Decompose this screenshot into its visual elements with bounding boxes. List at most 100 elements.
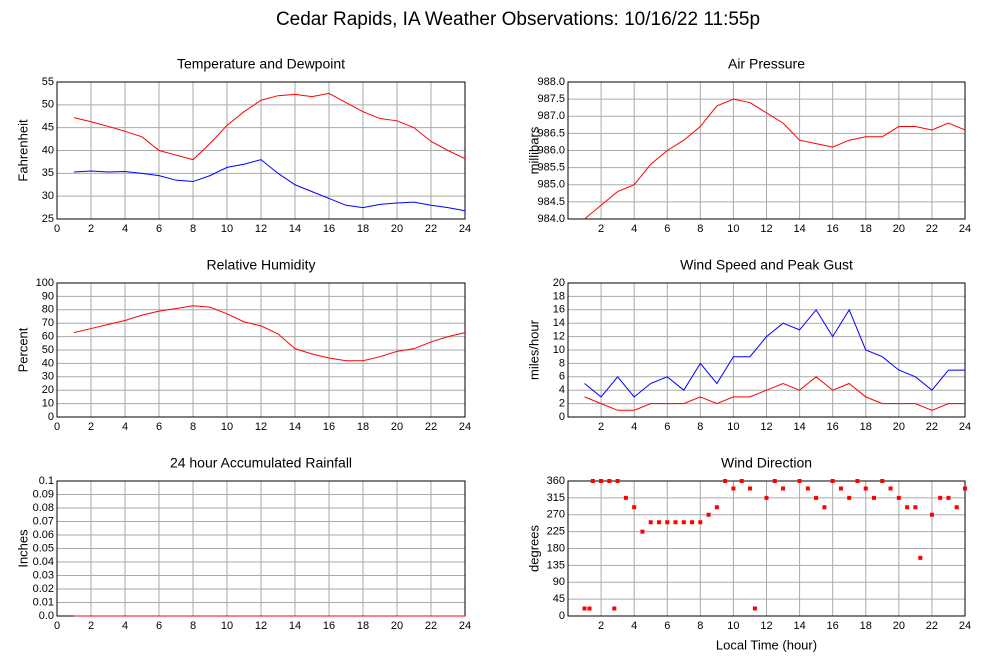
point [615,479,620,483]
y-tick-label: 985.0 [537,179,565,191]
point [847,495,852,500]
y-tick-label: 100 [36,277,54,289]
x-tick-label: 18 [860,223,872,235]
x-tick-label: 14 [289,620,301,632]
y-tick-label: 0.04 [33,556,54,568]
x-tick-label: 8 [697,620,703,632]
x-tick-label: 16 [323,421,335,433]
y-tick-label: 90 [553,576,565,588]
y-axis-label: Inches [15,529,30,568]
point [731,486,736,491]
y-tick-label: 10 [553,344,565,356]
y-tick-label: 35 [42,167,54,179]
x-tick-label: 8 [697,223,703,235]
x-tick-label: 14 [793,620,805,632]
x-tick-label: 12 [760,620,772,632]
y-tick-label: 20 [553,277,565,289]
y-tick-label: 180 [547,542,565,554]
y-tick-label: 30 [42,371,54,383]
point [938,495,943,500]
line [73,92,466,161]
x-tick-label: 10 [221,223,233,235]
point [863,486,868,491]
x-tick-label: 6 [664,223,670,235]
point [723,479,728,483]
y-tick-label: 0.01 [33,596,54,608]
line [584,98,966,220]
x-tick-label: 12 [255,421,267,433]
y-tick-label: 984.5 [537,196,565,208]
point [640,529,645,534]
y-axis-label: Percent [15,327,30,372]
y-tick-label: 0.06 [33,529,54,541]
x-tick-label: 22 [425,223,437,235]
point [673,520,678,525]
x-tick-label: 22 [425,421,437,433]
x-tick-label: 4 [122,421,128,433]
y-tick-label: 40 [42,144,54,156]
x-tick-label: 14 [793,223,805,235]
x-tick-label: 2 [598,421,604,433]
x-tick-label: 16 [827,421,839,433]
x-tick-label: 4 [122,620,128,632]
plot-frame [567,480,966,617]
point [714,505,719,510]
y-tick-label: 90 [42,290,54,302]
chart-title: Relative Humidity [207,257,316,273]
x-tick-label: 6 [156,421,162,433]
chart-title: Wind Direction [721,455,812,471]
point [838,486,843,491]
point [822,505,827,510]
y-tick-label: 0.0 [39,610,54,622]
plot-frame [567,282,966,418]
x-tick-label: 2 [88,620,94,632]
y-tick-label: 0.05 [33,542,54,554]
x-tick-label: 4 [631,620,637,632]
x-tick-label: 20 [893,223,905,235]
x-tick-label: 24 [959,421,971,433]
chart-title: Air Pressure [728,56,805,72]
point [954,505,959,510]
y-tick-label: 0.09 [33,488,54,500]
y-tick-label: 50 [42,344,54,356]
x-tick-label: 24 [959,620,971,632]
point [781,486,786,491]
point [888,486,893,491]
x-tick-label: 4 [631,421,637,433]
x-tick-label: 2 [598,620,604,632]
point [582,606,587,611]
point [665,520,670,525]
x-tick-label: 8 [190,620,196,632]
y-tick-label: 987.5 [537,93,565,105]
line [584,308,965,398]
y-tick-label: 4 [559,384,565,396]
x-tick-label: 10 [727,421,739,433]
x-tick-label: 12 [760,223,772,235]
x-tick-label: 4 [631,223,637,235]
x-tick-label: 0 [54,223,60,235]
x-tick-label: 16 [323,620,335,632]
point [648,520,653,525]
x-tick-label: 24 [459,620,471,632]
point [681,520,686,525]
y-tick-label: 6 [559,371,565,383]
y-axis-label: millibars [526,126,541,174]
y-tick-label: 0 [559,411,565,423]
y-axis-label: degrees [526,525,541,572]
y-tick-label: 0 [48,411,54,423]
x-tick-label: 0 [54,421,60,433]
plot-frame [567,81,966,220]
point [752,606,757,611]
x-tick-label: 12 [255,620,267,632]
y-tick-label: 70 [42,317,54,329]
x-tick-label: 24 [459,223,471,235]
line [73,305,466,362]
y-tick-label: 45 [553,593,565,605]
y-tick-label: 984.0 [537,213,565,225]
y-tick-label: 0.07 [33,515,54,527]
y-tick-label: 315 [547,492,565,504]
y-tick-label: 80 [42,304,54,316]
x-tick-label: 22 [926,223,938,235]
point [656,520,661,525]
